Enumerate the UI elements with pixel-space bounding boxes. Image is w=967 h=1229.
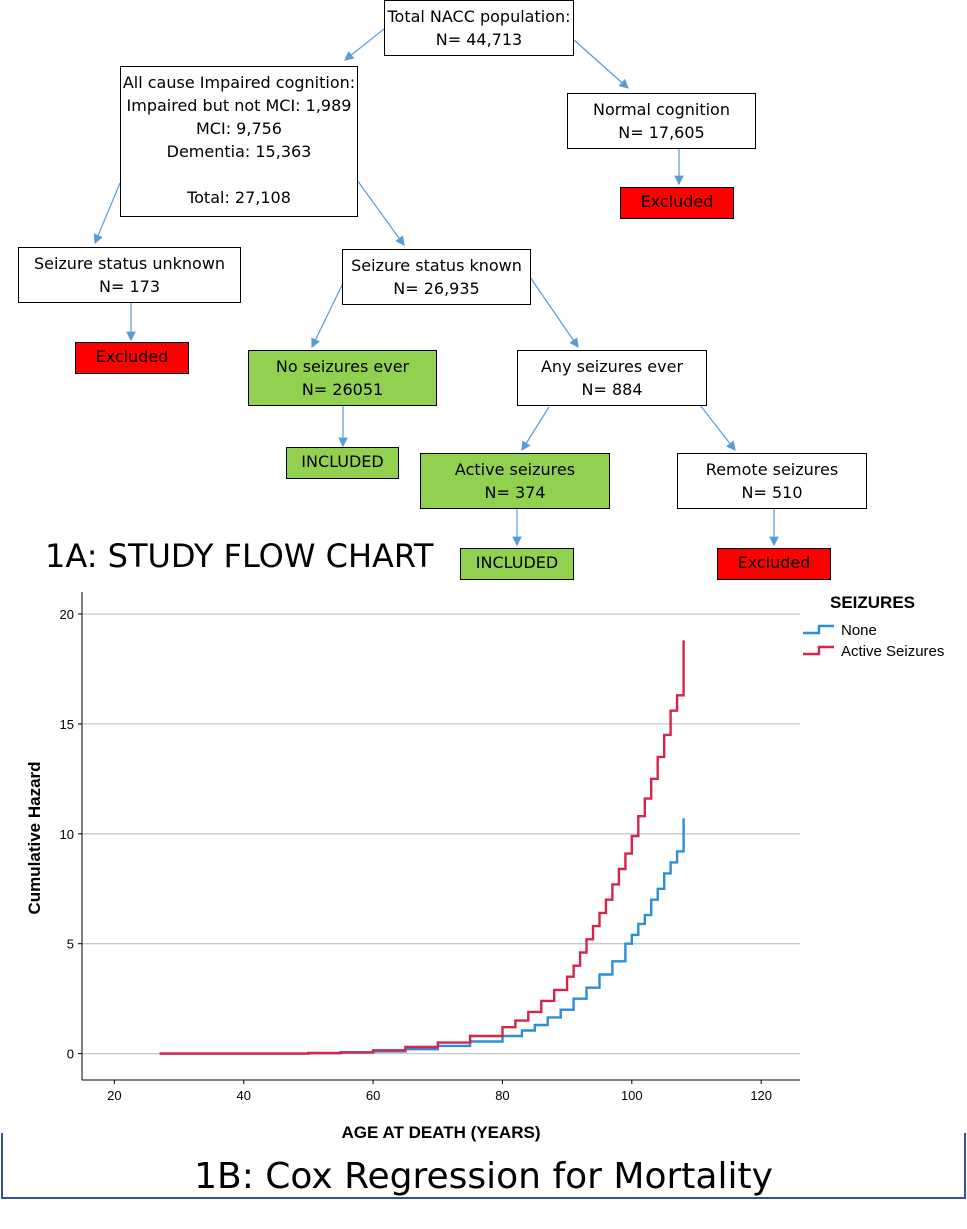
y-tick-label-15: 15: [60, 717, 74, 732]
tag-included-no-seizures: INCLUDED: [286, 447, 399, 479]
box-impaired-line4: Dementia: 15,363: [166, 142, 312, 161]
box-no-seizures: No seizures ever N= 26051: [248, 350, 437, 406]
y-tick-label-5: 5: [67, 937, 74, 952]
box-impaired-cognition: All cause Impaired cognition: Impaired b…: [120, 66, 358, 217]
box-known-line1: Seizure status known: [351, 256, 522, 275]
box-active-line1: Active seizures: [454, 460, 576, 479]
x-tick-label-100: 100: [621, 1088, 643, 1103]
box-no-seizures-line2: N= 26051: [301, 380, 384, 399]
arrow-total-to-normal: [573, 39, 629, 89]
series-line-none: [159, 818, 685, 1055]
legend-label-active-seizures: Active Seizures: [841, 643, 944, 660]
y-tick-label-20: 20: [60, 607, 74, 622]
arrow-total-to-impaired: [344, 28, 385, 61]
frame-right-edge: [964, 1133, 966, 1199]
box-any-line2: N= 884: [581, 380, 643, 399]
x-tick-label-20: 20: [107, 1088, 121, 1103]
flowchart-title: 1A: STUDY FLOW CHART: [45, 537, 434, 575]
legend-label-none: None: [841, 622, 877, 639]
arrow-impaired-to-known: [356, 179, 405, 246]
legend-swatch-active-seizures: [803, 645, 834, 656]
tag-included-active: INCLUDED: [460, 548, 574, 580]
x-tick-label-40: 40: [236, 1088, 250, 1103]
box-known-line2: N= 26,935: [393, 279, 480, 298]
box-normal-line2: N= 17,605: [618, 123, 705, 142]
box-any-line1: Any seizures ever: [540, 357, 684, 376]
arrow-known-to-no-seizures: [311, 282, 344, 349]
box-normal-cognition: Normal cognition N= 17,605: [567, 93, 756, 149]
series-line-active-seizures: [159, 640, 685, 1055]
arrow-any-to-active: [521, 406, 550, 452]
tag-excluded-unknown: Excluded: [75, 342, 189, 374]
box-total-line2: N= 44,713: [435, 30, 523, 49]
chart-title: 1B: Cox Regression for Mortality: [194, 1156, 773, 1197]
y-axis-label: Cumulative Hazard: [25, 761, 44, 914]
box-remote-seizures: Remote seizures N= 510: [677, 453, 867, 509]
box-impaired-line1: All cause Impaired cognition:: [122, 73, 356, 92]
box-seizure-unknown: Seizure status unknown N= 173: [18, 247, 241, 303]
arrow-impaired-to-unknown: [93, 182, 121, 245]
box-normal-line1: Normal cognition: [593, 100, 730, 119]
x-tick-label-60: 60: [366, 1088, 380, 1103]
legend-title: SEIZURES: [830, 593, 915, 612]
x-tick-label-120: 120: [750, 1088, 772, 1103]
box-remote-line1: Remote seizures: [705, 460, 839, 479]
box-no-seizures-line1: No seizures ever: [275, 357, 410, 376]
box-total-line1: Total NACC population:: [387, 7, 571, 26]
arrow-any-to-remote: [699, 404, 736, 451]
box-active-seizures: Active seizures N= 374: [420, 453, 610, 509]
flowchart-arrows: [93, 28, 779, 547]
tag-excluded-normal: Excluded: [620, 187, 734, 219]
box-impaired-line3: MCI: 9,756: [196, 119, 282, 138]
frame-bottom-edge: [1, 1197, 966, 1199]
x-tick-label-80: 80: [495, 1088, 509, 1103]
y-tick-label-10: 10: [60, 827, 74, 842]
box-remote-line2: N= 510: [741, 483, 803, 502]
x-axis-label: AGE AT DEATH (YEARS): [342, 1123, 541, 1142]
tag-excluded-remote: Excluded: [717, 548, 831, 580]
box-impaired-line5: Total: 27,108: [187, 188, 291, 207]
box-unknown-line1: Seizure status unknown: [33, 254, 226, 273]
box-any-seizures: Any seizures ever N= 884: [517, 350, 707, 406]
arrow-known-to-any-seizures: [529, 276, 579, 348]
box-seizure-known: Seizure status known N= 26,935: [342, 249, 531, 305]
y-tick-label-0: 0: [67, 1047, 74, 1062]
frame-left-edge: [1, 1133, 3, 1199]
box-impaired-line2: Impaired but not MCI: 1,989: [126, 96, 352, 115]
legend-swatch-none: [803, 624, 834, 635]
box-active-line2: N= 374: [484, 483, 546, 502]
box-total-population: Total NACC population: N= 44,713: [384, 0, 574, 56]
box-unknown-line2: N= 173: [99, 277, 160, 296]
